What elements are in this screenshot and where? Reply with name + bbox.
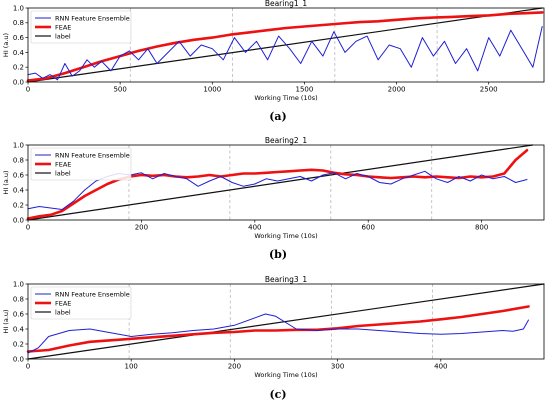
axes-frame xyxy=(27,144,545,221)
x-tick-label: 400 xyxy=(434,363,447,371)
y-tick-label: 1.0 xyxy=(13,141,24,149)
chart-title: Bearing2_1 xyxy=(265,136,308,145)
y-axis-label: HI (a.u) xyxy=(2,309,10,333)
y-tick-label: 1.0 xyxy=(13,280,24,288)
panel-caption: (a) xyxy=(269,110,287,123)
legend-entry-label: FEAE xyxy=(55,160,71,168)
y-tick-label: 0.0 xyxy=(13,78,24,86)
x-axis-label: Working Time (10s) xyxy=(254,94,317,102)
legend-entry-label: RNN Feature Ensemble xyxy=(55,290,130,298)
legend-entry-label: FEAE xyxy=(55,23,71,31)
x-tick-label: 200 xyxy=(135,224,148,232)
x-tick-label: 100 xyxy=(125,363,138,371)
y-axis-label: HI (a.u) xyxy=(2,33,10,57)
y-tick-label: 0.0 xyxy=(13,355,24,363)
y-tick-label: 0.8 xyxy=(13,19,24,27)
y-axis-label: HI (a.u) xyxy=(2,170,10,194)
x-tick-label: 1000 xyxy=(203,86,221,94)
x-tick-label: 1500 xyxy=(296,86,314,94)
x-tick-label: 2500 xyxy=(480,86,498,94)
series-line-feae xyxy=(26,149,529,220)
y-tick-label: 0.4 xyxy=(13,186,25,194)
legend-entry-label: label xyxy=(55,169,71,177)
legend-box xyxy=(30,147,132,181)
legend-box xyxy=(30,10,132,44)
series-line-rnn-feature-ensemble xyxy=(27,26,543,81)
x-tick-label: 0 xyxy=(26,224,30,232)
y-tick-label: 0.8 xyxy=(13,156,24,164)
x-axis-label: Working Time (10s) xyxy=(254,371,317,379)
axes-frame xyxy=(27,7,545,83)
y-tick-label: 0.6 xyxy=(13,310,25,318)
chart-panel-3: 0 100 200 300 400 0.0 0.2 0.4 0.6 0.8 1.0 Bearing3_… xyxy=(2,275,545,401)
y-tick-label: 0.4 xyxy=(13,325,25,333)
legend-entry-label: RNN Feature Ensemble xyxy=(55,151,130,159)
x-tick-label: 500 xyxy=(113,86,126,94)
x-tick-label: 0 xyxy=(26,363,30,371)
chart-title: Bearing1_1 xyxy=(265,0,308,8)
legend-box xyxy=(30,286,132,320)
x-tick-label: 0 xyxy=(26,86,30,94)
x-axis-label: Working Time (10s) xyxy=(254,232,317,240)
legend-entry-label: label xyxy=(55,308,71,316)
y-tick-label: 0.6 xyxy=(13,34,25,42)
x-tick-label: 800 xyxy=(475,224,488,232)
chart-title: Bearing3_1 xyxy=(265,275,308,284)
y-tick-label: 0.2 xyxy=(13,340,24,348)
x-tick-label: 300 xyxy=(331,363,344,371)
x-tick-label: 2000 xyxy=(388,86,406,94)
y-tick-label: 0.6 xyxy=(13,171,25,179)
panel-caption: (c) xyxy=(269,388,286,401)
y-tick-label: 0.0 xyxy=(13,216,24,224)
series-line-feae xyxy=(26,305,530,353)
y-tick-label: 0.2 xyxy=(13,201,24,209)
x-tick-label: 200 xyxy=(228,363,241,371)
panel-caption: (b) xyxy=(269,248,287,261)
x-tick-label: 600 xyxy=(362,224,375,232)
series-line-feae xyxy=(26,11,544,82)
series-line-label xyxy=(27,7,543,83)
legend-entry-label: label xyxy=(55,32,71,40)
series-line-rnn-feature-ensemble xyxy=(27,313,529,354)
series-line-label xyxy=(27,144,534,221)
y-tick-label: 0.8 xyxy=(13,295,24,303)
axes-frame xyxy=(27,283,545,360)
y-tick-label: 1.0 xyxy=(13,4,24,12)
legend-entry-label: RNN Feature Ensemble xyxy=(55,14,130,22)
chart-panel-1: 0 500 1000 1500 2000 2500 0.0 0.2 0.4 0.6 0.8 1.0 Be… xyxy=(2,0,545,123)
legend-entry-label: FEAE xyxy=(55,299,71,307)
y-tick-label: 0.4 xyxy=(13,49,25,57)
series-line-label xyxy=(27,283,545,360)
chart-panel-2: 0 200 400 600 800 0.0 0.2 0.4 0.6 0.8 1.0 Bearing2_… xyxy=(2,136,545,261)
x-tick-label: 400 xyxy=(248,224,261,232)
y-tick-label: 0.2 xyxy=(13,64,24,72)
